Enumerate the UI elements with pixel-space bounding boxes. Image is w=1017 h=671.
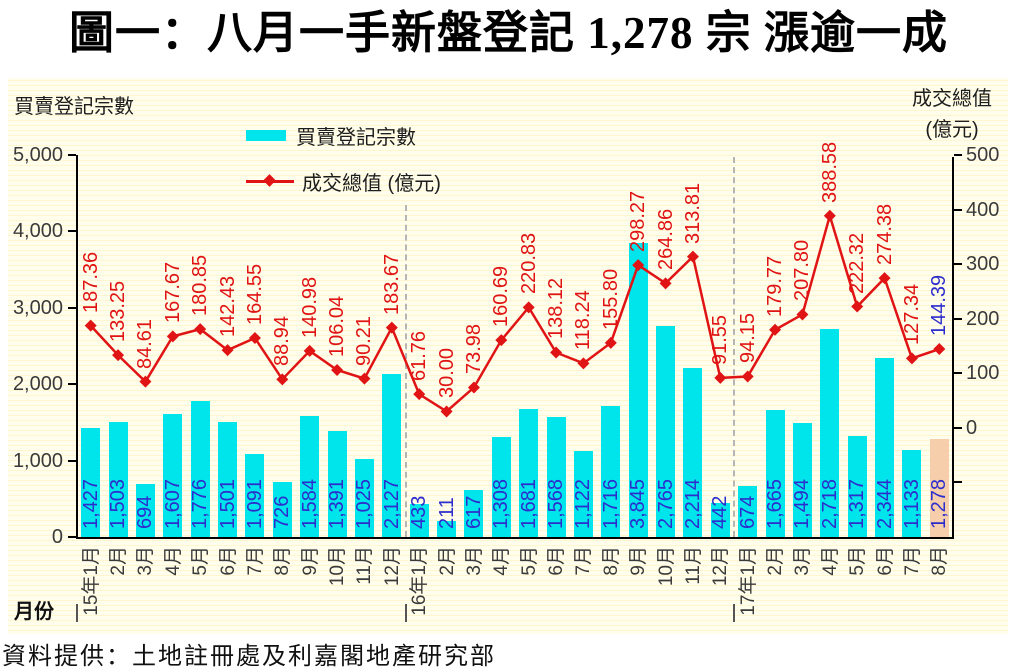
legend-line-label: 成交總值 (億元) <box>302 172 441 195</box>
legend: 買賣登記宗數 成交總值 (億元) <box>246 120 441 212</box>
left-axis-title: 買賣登記宗數 <box>14 96 134 118</box>
right-axis-title: 成交總值 (億元) <box>897 84 1007 146</box>
chart-title: 圖一：八月一手新盤登記 1,278 宗 漲逾一成 <box>68 8 948 58</box>
diamond-marker-icon <box>263 173 276 187</box>
legend-item-line: 成交總值 (億元) <box>246 166 441 196</box>
legend-item-bars: 買賣登記宗數 <box>246 120 441 150</box>
right-axis-title-line1: 成交總值 <box>912 88 992 110</box>
x-axis-title: 月份 <box>14 601 54 623</box>
right-axis-title-line2: (億元) <box>925 119 979 141</box>
chart-panel <box>8 78 1008 634</box>
legend-line-swatch-icon <box>246 173 294 187</box>
legend-bar-swatch-icon <box>246 129 286 141</box>
legend-bar-label: 買賣登記宗數 <box>296 126 416 149</box>
source-note: 資料提供：土地註冊處及利嘉閣地產研究部 <box>2 644 496 670</box>
